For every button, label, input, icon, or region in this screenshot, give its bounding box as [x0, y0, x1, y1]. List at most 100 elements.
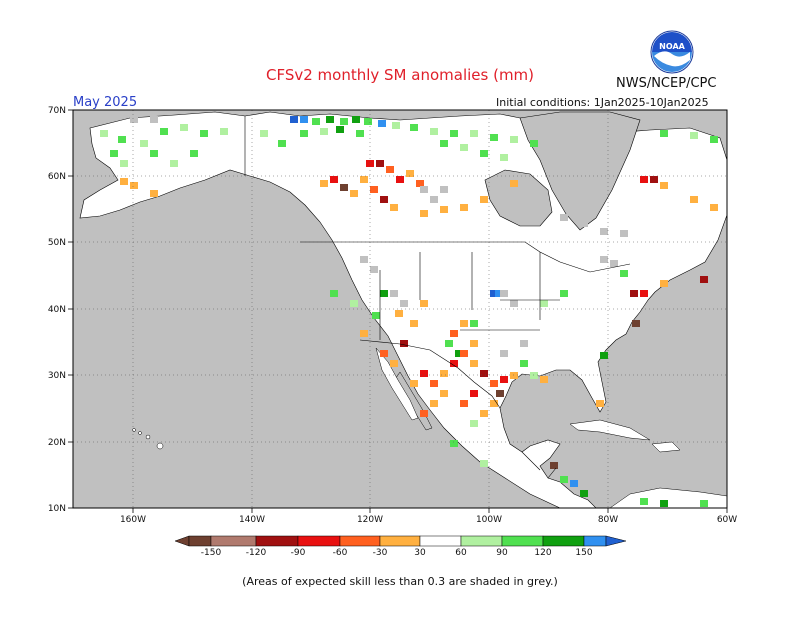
- anomaly-cell: [660, 130, 668, 137]
- anomaly-cell: [570, 480, 578, 487]
- lon-label: 160W: [120, 515, 146, 525]
- anomaly-cell: [650, 176, 658, 183]
- lat-label: 30N: [48, 371, 66, 381]
- latitude-labels: 70N 60N 50N 40N 30N 20N 10N: [48, 106, 66, 514]
- colorbar-swatch: [460, 535, 503, 547]
- anomaly-cell: [500, 350, 508, 357]
- anomaly-cell: [470, 420, 478, 427]
- anomaly-cell: [326, 116, 334, 123]
- cuba-island: [569, 419, 651, 441]
- colorbar-tick-label: 120: [534, 548, 551, 558]
- anomaly-cell: [500, 376, 508, 383]
- anomaly-cell: [600, 228, 608, 235]
- colorbar-swatch: [255, 535, 299, 547]
- anomaly-cell: [510, 372, 518, 379]
- anomaly-cell: [480, 196, 488, 203]
- colorbar-tick-label: -90: [291, 548, 306, 558]
- anomaly-cell: [470, 360, 478, 367]
- anomaly-cell: [100, 130, 108, 137]
- anomaly-cell: [460, 144, 468, 151]
- graticule: [73, 110, 727, 508]
- anomaly-cell: [376, 160, 384, 167]
- lon-label: 100W: [476, 515, 502, 525]
- anomaly-cell: [150, 190, 158, 197]
- anomaly-cell: [336, 126, 344, 133]
- greenland-land: [519, 111, 641, 231]
- anomaly-cell: [396, 176, 404, 183]
- anomaly-cell: [320, 128, 328, 135]
- anomaly-cell: [700, 500, 708, 507]
- lon-label: 80W: [598, 515, 618, 525]
- anomaly-cell: [450, 440, 458, 447]
- colorbar-swatch: [419, 535, 462, 547]
- anomaly-cell: [410, 124, 418, 131]
- anomaly-cell: [470, 320, 478, 327]
- anomaly-cell: [640, 176, 648, 183]
- anomaly-cell: [640, 290, 648, 297]
- anomaly-cell: [450, 130, 458, 137]
- anomaly-cell: [440, 390, 448, 397]
- colorbar-swatch: [501, 535, 544, 547]
- initial-conditions-label: Initial conditions: 1Jan2025-10Jan2025: [496, 96, 709, 109]
- colorbar-tick-label: 150: [575, 548, 592, 558]
- lon-label: 120W: [357, 515, 383, 525]
- anomaly-cell: [500, 154, 508, 161]
- valid-month-label: May 2025: [73, 95, 138, 110]
- agency-label: NWS/NCEP/CPC: [616, 76, 717, 91]
- anomaly-cell: [350, 190, 358, 197]
- anomaly-cell: [660, 280, 668, 287]
- anomaly-cell: [480, 370, 488, 377]
- anomaly-cell: [455, 350, 463, 357]
- anomaly-cell: [356, 130, 364, 137]
- anomaly-cell: [430, 128, 438, 135]
- noaa-logo-icon: NOAA: [650, 30, 694, 74]
- anomaly-cell: [130, 116, 138, 123]
- anomaly-cell: [120, 160, 128, 167]
- anomaly-cell: [600, 256, 608, 263]
- lon-label: 60W: [717, 515, 737, 525]
- colorbar-swatch: [339, 535, 381, 547]
- anomaly-cell: [140, 140, 148, 147]
- anomaly-cell: [390, 360, 398, 367]
- anomaly-cell: [470, 340, 478, 347]
- anomaly-cell: [445, 340, 453, 347]
- anomaly-cell: [400, 300, 408, 307]
- colorbar-tick-label: -30: [373, 548, 388, 558]
- anomaly-cell: [710, 204, 718, 211]
- anomaly-cell: [430, 196, 438, 203]
- anomaly-cell: [110, 150, 118, 157]
- anomaly-cell: [510, 300, 518, 307]
- anomaly-cell: [520, 340, 528, 347]
- anomaly-cell: [420, 300, 428, 307]
- anomaly-cell: [278, 140, 286, 147]
- colorbar-tick-label: -120: [246, 548, 267, 558]
- anomaly-cell: [330, 176, 338, 183]
- anomaly-cell: [390, 290, 398, 297]
- anomaly-cell: [390, 204, 398, 211]
- anomaly-cell: [640, 498, 648, 505]
- anomaly-cells: [100, 116, 718, 507]
- anomaly-cell: [690, 132, 698, 139]
- anomaly-cell: [510, 136, 518, 143]
- anomaly-cell: [290, 116, 298, 123]
- anomaly-cell: [386, 166, 394, 173]
- anomaly-cell: [560, 290, 568, 297]
- anomaly-cell: [392, 122, 400, 129]
- anomaly-cell: [460, 204, 468, 211]
- anomaly-cell: [560, 476, 568, 483]
- anomaly-cell: [320, 180, 328, 187]
- anomaly-cell: [496, 390, 504, 397]
- baja-land: [375, 347, 419, 421]
- anomaly-cell: [660, 500, 668, 507]
- anomaly-cell: [160, 128, 168, 135]
- anomaly-cell: [372, 312, 380, 319]
- anomaly-cell: [420, 186, 428, 193]
- anomaly-cell: [490, 134, 498, 141]
- anomaly-cell: [596, 400, 604, 407]
- anomaly-cell: [300, 116, 308, 123]
- hudson-bay: [484, 169, 553, 227]
- anomaly-cell: [540, 208, 548, 215]
- colorbar-tick-label: 60: [455, 548, 467, 558]
- anomaly-cell: [480, 460, 488, 467]
